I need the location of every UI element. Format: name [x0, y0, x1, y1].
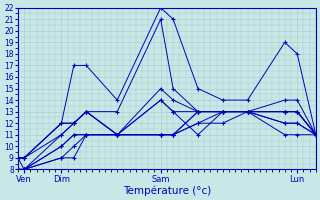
X-axis label: Température (°c): Température (°c) — [123, 185, 211, 196]
